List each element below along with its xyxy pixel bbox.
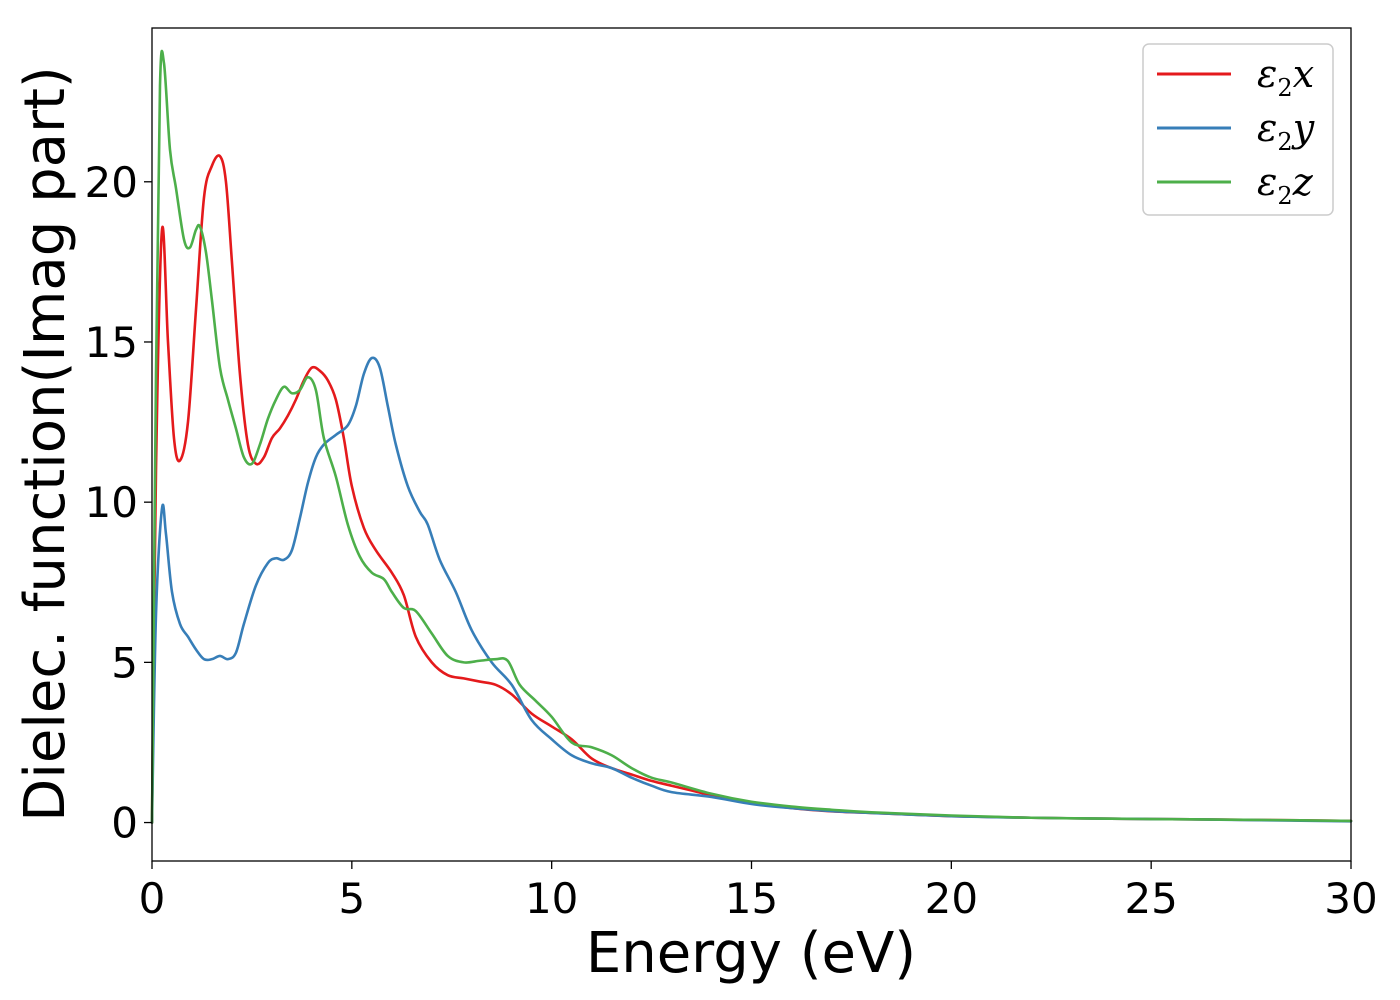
x-tick-label: 10 <box>525 874 578 923</box>
y-tick-label: 15 <box>85 318 138 367</box>
x-tick-label: 25 <box>1124 874 1177 923</box>
legend-label-z: ε2z <box>1257 160 1314 210</box>
x-tick-label: 30 <box>1324 874 1377 923</box>
x-tick-label: 0 <box>139 874 166 923</box>
legend-label-y: ε2y <box>1257 106 1315 156</box>
series-line-y <box>150 356 1353 824</box>
legend-label-x: ε2x <box>1257 52 1314 102</box>
x-axis: 0 5 10 15 20 25 30 <box>139 861 1378 923</box>
x-tick-label: 15 <box>725 874 778 923</box>
x-tick-label: 20 <box>925 874 978 923</box>
y-tick-label: 0 <box>111 799 138 848</box>
y-tick-label: 20 <box>85 158 138 207</box>
x-tick-label: 5 <box>338 874 365 923</box>
y-tick-label: 10 <box>85 478 138 527</box>
series-layer <box>150 49 1353 824</box>
legend-box <box>1142 43 1334 216</box>
y-axis: 0 5 10 15 20 <box>85 158 152 848</box>
y-axis-title: Dielec. function(Imag part) <box>13 66 78 822</box>
series-line-z <box>150 49 1353 824</box>
y-tick-label: 5 <box>111 638 138 687</box>
x-axis-title: Energy (eV) <box>586 921 916 986</box>
